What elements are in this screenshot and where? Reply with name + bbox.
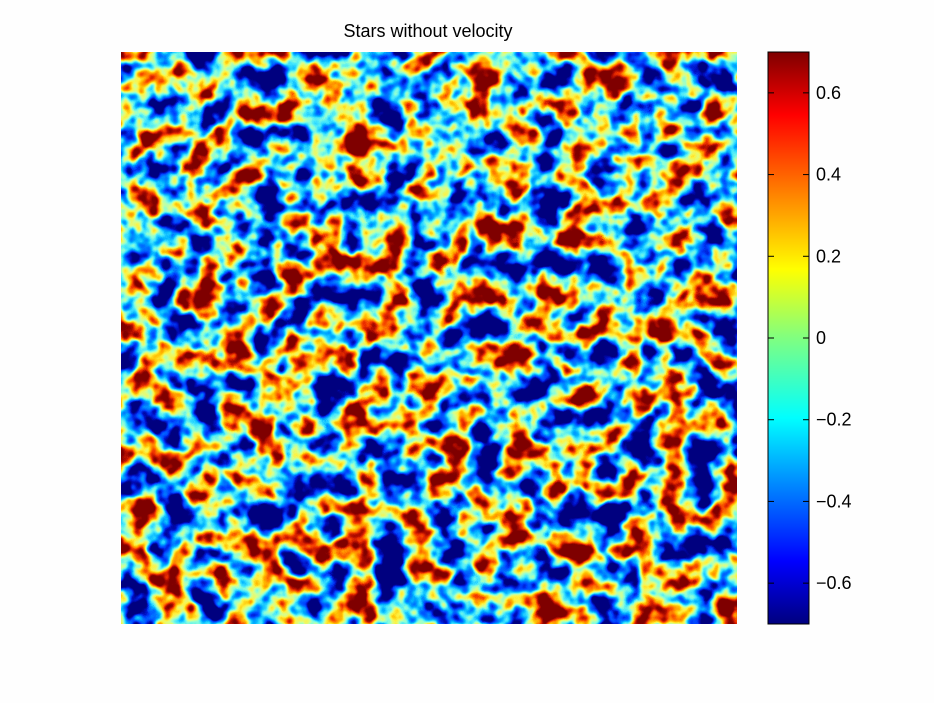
colorbar-tick-label: −0.2 <box>816 410 852 430</box>
colorbar-tick-label: 0.4 <box>816 165 841 185</box>
colorbar: −0.6 −0.4 −0.2 0 0.2 0.4 0.6 <box>767 51 852 625</box>
heatmap-field <box>121 52 737 624</box>
colorbar-tick-label: 0.2 <box>816 246 841 266</box>
colorbar-tick-label: 0.6 <box>816 83 841 103</box>
colorbar-tick-label: −0.4 <box>816 491 852 511</box>
heatmap <box>121 52 737 624</box>
colorbar-tick-label: −0.6 <box>816 573 852 593</box>
colorbar-gradient <box>767 51 810 625</box>
colorbar-tick-label: 0 <box>816 328 826 348</box>
colorbar-ticks: −0.6 −0.4 −0.2 0 0.2 0.4 0.6 <box>768 83 852 593</box>
chart-title: Stars without velocity <box>343 21 512 41</box>
